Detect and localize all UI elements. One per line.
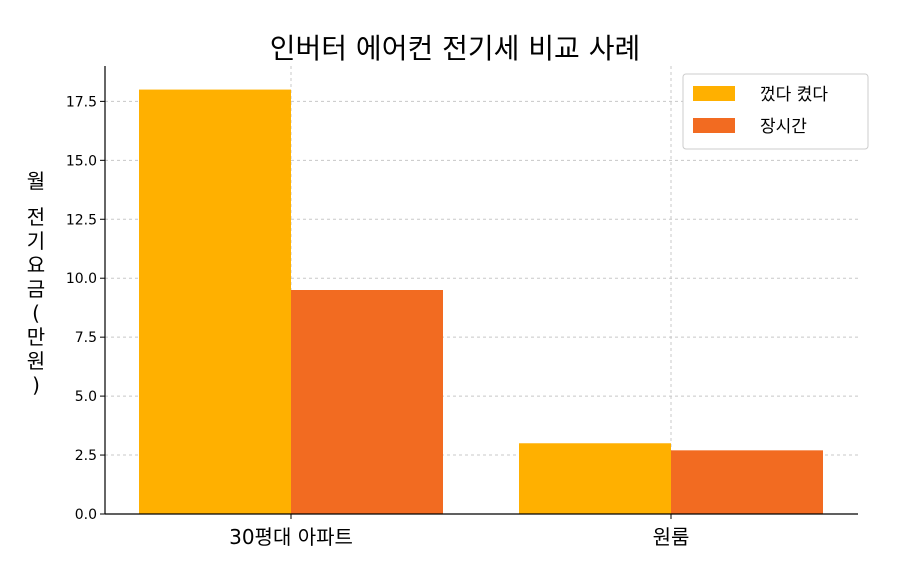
y-tick-label: 12.5 xyxy=(66,212,97,228)
bar-2-2 xyxy=(671,450,823,514)
y-axis-label-char: 기 xyxy=(27,229,45,253)
y-axis-label-char: 원 xyxy=(27,349,45,373)
y-tick-label: 10.0 xyxy=(66,271,97,287)
legend-label-series-1: 껐다 켰다 xyxy=(760,85,828,105)
legend-label-series-2: 장시간 xyxy=(760,117,807,137)
y-tick-label: 2.5 xyxy=(75,448,97,464)
bar-1-2 xyxy=(519,443,671,514)
x-ticks: 30평대 아파트 원룸 xyxy=(229,514,689,549)
legend-swatch-series-2 xyxy=(693,118,735,133)
y-axis-label-char: 요 xyxy=(27,253,45,277)
y-axis-label-char: 월 xyxy=(27,169,45,193)
y-tick-label: 17.5 xyxy=(66,94,97,110)
y-tick-label: 7.5 xyxy=(75,330,97,346)
y-tick-label: 5.0 xyxy=(75,389,97,405)
x-tick-label: 30평대 아파트 xyxy=(229,525,353,549)
y-axis-label-char: ) xyxy=(32,373,40,397)
y-axis-label-char: 전 xyxy=(27,205,45,229)
x-tick-label: 원룸 xyxy=(653,525,690,549)
chart-title: 인버터 에어컨 전기세 비교 사례 xyxy=(270,32,640,65)
legend-swatch-series-1 xyxy=(693,86,735,101)
bars xyxy=(139,89,823,514)
y-axis-label-text: 월 전 기 요 금(만 원) xyxy=(27,169,45,397)
y-tick-label: 0.0 xyxy=(75,507,97,523)
axes xyxy=(104,66,858,515)
bar-2-1 xyxy=(291,290,443,514)
y-axis-label-char: ( xyxy=(32,301,40,325)
y-tick-label: 15.0 xyxy=(66,153,97,169)
y-ticks: 0.0 2.5 5.0 7.5 10.0 12.5 15.0 17.5 xyxy=(66,94,105,523)
y-axis-label-char: 만 xyxy=(27,325,45,349)
legend: 껐다 켰다 장시간 xyxy=(682,73,869,150)
y-axis-label-char: 금 xyxy=(27,277,45,301)
bar-1-1 xyxy=(139,89,291,514)
y-axis-label: 월 전 기 요 금(만 원) xyxy=(27,169,45,397)
